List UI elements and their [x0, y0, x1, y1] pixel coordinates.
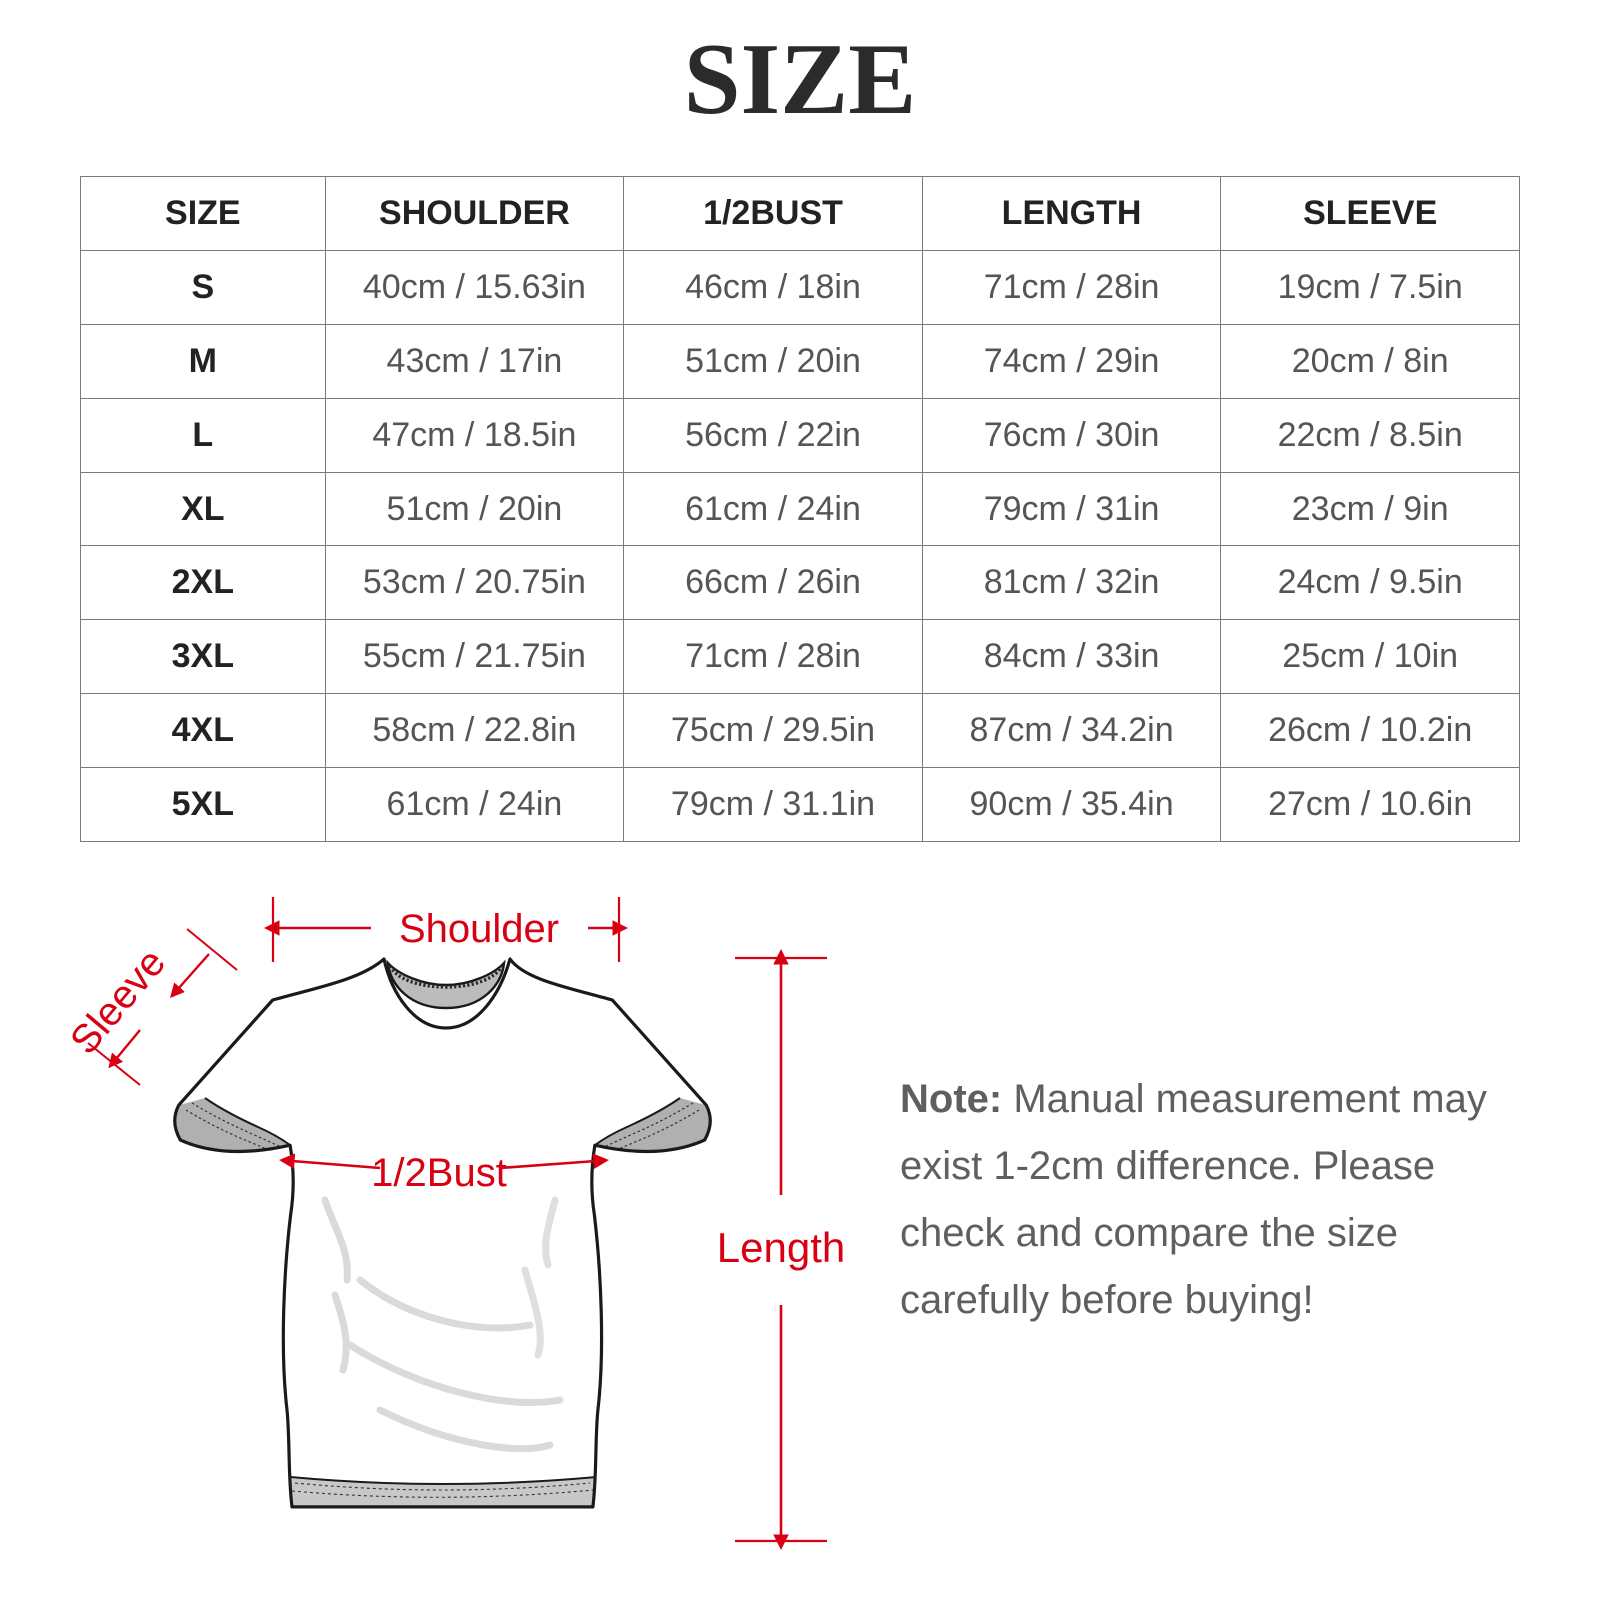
svg-text:Shoulder: Shoulder [399, 907, 559, 951]
svg-text:Length: Length [717, 1224, 845, 1271]
